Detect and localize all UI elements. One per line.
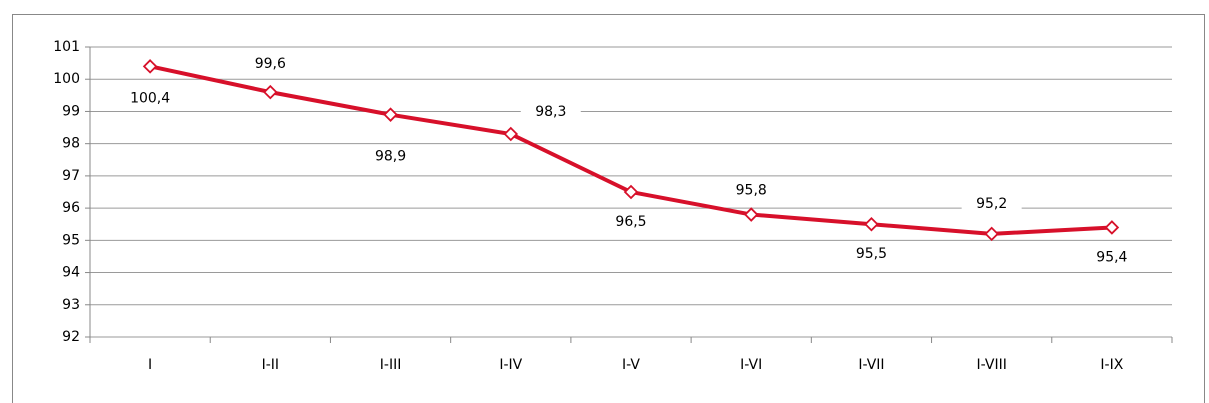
y-tick-label: 96 (62, 200, 80, 216)
data-point (1104, 220, 1120, 235)
y-tick-label: 101 (53, 39, 80, 55)
label-bg (1081, 246, 1142, 269)
data-label: 95,4 (1096, 249, 1127, 265)
data-point (984, 226, 999, 242)
data-label: 95,5 (856, 246, 887, 262)
x-tick-label: I-VII (858, 357, 884, 373)
data-point (263, 84, 278, 100)
data-point (623, 184, 639, 200)
data-label: 95,2 (976, 196, 1007, 212)
y-tick-label: 92 (62, 329, 80, 345)
data-label: 98,3 (535, 104, 566, 120)
y-tick-label: 100 (53, 71, 80, 87)
data-label: 96,5 (615, 214, 646, 230)
y-tick-label: 98 (62, 136, 80, 152)
x-tick-label: I-III (380, 357, 402, 373)
data-label: 99,6 (255, 56, 286, 72)
label-bg (120, 87, 181, 110)
y-tick-label: 95 (62, 232, 80, 248)
chart-frame (12, 14, 1205, 403)
data-point (383, 107, 398, 122)
label-bg (961, 192, 1022, 215)
data-label: 98,9 (375, 149, 406, 165)
label-bg (360, 145, 421, 168)
x-tick-label: I-IV (499, 357, 522, 373)
x-tick-label: I (148, 357, 152, 373)
y-tick-label: 93 (62, 297, 80, 313)
label-bg (721, 179, 782, 202)
label-bg (520, 101, 581, 123)
label-bg (601, 211, 661, 233)
label-bg (240, 53, 301, 76)
data-point (503, 126, 519, 142)
data-point (743, 207, 759, 222)
data-point (142, 59, 158, 74)
x-tick-label: I-IX (1100, 357, 1123, 373)
label-bg (841, 243, 902, 266)
x-tick-label: I-VIII (977, 357, 1007, 373)
y-tick-label: 97 (62, 168, 80, 184)
x-tick-label: I-II (262, 357, 279, 373)
y-tick-label: 99 (62, 103, 80, 119)
x-tick-label: I-V (622, 357, 640, 373)
data-label: 100,4 (130, 90, 170, 106)
data-point (864, 216, 879, 232)
x-tick-label: I-VI (740, 357, 762, 373)
y-tick-label: 94 (62, 265, 80, 281)
data-label: 95,8 (736, 183, 767, 199)
